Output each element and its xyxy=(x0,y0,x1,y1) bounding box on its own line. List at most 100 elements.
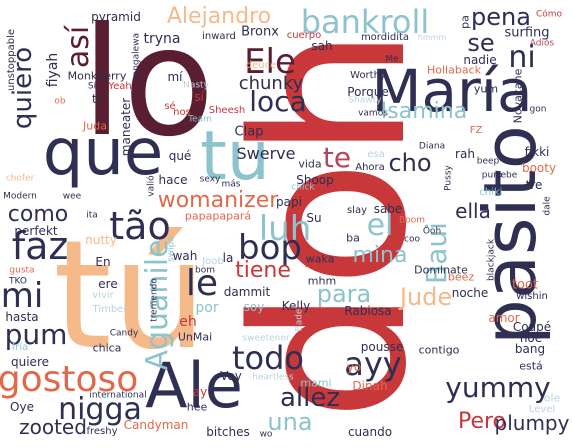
word-faz: faz xyxy=(11,224,69,268)
word-dinah: Dinah xyxy=(352,379,388,393)
word-zangalewa: zangalewa xyxy=(131,32,142,82)
word-fiyah: fiyah xyxy=(45,52,61,88)
word-ere: ere xyxy=(98,277,118,291)
word-ba: ba xyxy=(346,231,360,245)
word-hace: hace xyxy=(158,173,188,187)
word-le: le xyxy=(185,263,219,304)
word-ni: ni xyxy=(508,40,536,75)
word-kelly: Kelly xyxy=(281,299,311,313)
word-fz: FZ xyxy=(469,125,483,136)
word-ay: ay xyxy=(192,385,208,399)
word-ti: ti xyxy=(91,92,101,106)
word-unstoppable: unstoppable xyxy=(6,28,17,92)
word-bade: Bade xyxy=(294,308,305,332)
word-maneater: maneater xyxy=(119,97,133,157)
word-timber: Timber xyxy=(92,304,128,315)
word-slay: slay xyxy=(346,205,368,216)
word-tko: TKO xyxy=(9,276,27,287)
word-si-accent: sí xyxy=(194,90,204,104)
word-vida: vida xyxy=(298,157,322,171)
word-beez: beez xyxy=(447,270,475,284)
word-beep: beep xyxy=(476,156,500,167)
word-cambio: cambio xyxy=(95,31,106,69)
word-wo: wo xyxy=(259,429,273,440)
word-zooted: zooted xyxy=(19,415,87,439)
word-ayy: ayy xyxy=(344,345,402,383)
word-me: Me xyxy=(385,54,399,65)
word-bitches: bitches xyxy=(206,425,250,439)
word-ella: ella xyxy=(455,199,491,223)
word-level: Level xyxy=(528,404,556,415)
word-que: que xyxy=(42,116,164,190)
word-como-accent: Cómo xyxy=(535,9,563,20)
word-isamina: Isamina xyxy=(380,99,468,124)
word-te: te xyxy=(322,141,352,174)
word-surfing: surfing xyxy=(504,25,550,41)
word-ale: Ale xyxy=(145,349,243,422)
word-yo: yo xyxy=(346,360,362,374)
word-wishin: wishin xyxy=(516,291,548,302)
word-inward: inward xyxy=(202,31,236,42)
word-ita: ita xyxy=(86,210,98,221)
word-sheesh: Sheesh xyxy=(208,105,246,116)
word-pero: Pero xyxy=(457,409,507,434)
word-juda: Juda xyxy=(83,119,107,133)
word-modern: Modern xyxy=(3,191,37,202)
word-coupe: Coupé xyxy=(512,320,552,334)
word-loco: loco xyxy=(304,260,324,271)
word-alejandro: Alejandro xyxy=(166,4,272,29)
word-que-accent: qué xyxy=(168,149,192,163)
word-boom: Boom xyxy=(399,215,425,226)
word-ele: Ele xyxy=(244,42,296,82)
word-dammit: dammit xyxy=(223,285,271,299)
word-swipe: swipe xyxy=(166,236,177,262)
word-pa: pa xyxy=(458,15,472,29)
word-gostoso: gostoso xyxy=(0,359,139,400)
word-lo: lo xyxy=(81,0,215,170)
word-ob: ob xyxy=(54,96,66,107)
word-unmai: UnMai xyxy=(177,330,213,344)
word-como: como xyxy=(7,202,69,227)
word-shawty: Shawty xyxy=(348,95,382,106)
word-esa: esa xyxy=(367,149,385,160)
word-chunky: chunky xyxy=(238,73,304,94)
word-todo: todo xyxy=(231,339,305,377)
word-ooh: Ooh xyxy=(422,226,442,237)
word-vamos: vamos xyxy=(358,108,388,119)
word-tre: tre xyxy=(525,178,543,192)
word-quiere: quiere xyxy=(11,355,49,369)
word-dominate: Dominate xyxy=(414,263,468,277)
word-perfekt: perfekt xyxy=(14,224,58,238)
word-allez: allez xyxy=(279,383,341,413)
word-rah: rah xyxy=(455,147,475,161)
word-esta: está xyxy=(519,359,543,373)
word-mi-accent: mí xyxy=(167,70,183,84)
word-freshy: freshy xyxy=(86,426,118,437)
word-nadie: nadie xyxy=(463,53,497,67)
word-hoe: hoe xyxy=(519,331,543,345)
word-bankroll: bankroll xyxy=(300,3,430,41)
word-clap: Clap xyxy=(234,124,264,140)
word-mordidita: mordidita xyxy=(360,32,410,43)
word-plumpy: plumpy xyxy=(494,411,570,435)
word-bebe: bebe xyxy=(494,170,518,181)
word-amor: amor xyxy=(488,311,520,325)
word-pyramid: pyramid xyxy=(91,10,141,24)
word-sexy: sexy xyxy=(199,174,221,185)
word-puro: puro xyxy=(481,170,503,181)
word-se-accent: sé xyxy=(164,101,176,112)
word-heartless: heartless xyxy=(252,372,294,383)
word-gusta: gusta xyxy=(9,265,35,276)
word-porque: Porque xyxy=(347,85,389,99)
word-fikki: fikki xyxy=(524,145,550,159)
word-la: la xyxy=(222,251,234,265)
word-novacane: Novacane xyxy=(511,68,525,124)
word-ole: ole xyxy=(543,391,561,405)
word-bop: bop xyxy=(238,228,302,268)
word-swerve: Swerve xyxy=(236,144,296,163)
word-yummy: yummy xyxy=(445,371,551,404)
word-joob: Joob xyxy=(202,256,224,267)
word-wee: wee xyxy=(62,191,82,202)
word-yum: yum xyxy=(473,82,499,96)
word-por: por xyxy=(195,300,219,316)
